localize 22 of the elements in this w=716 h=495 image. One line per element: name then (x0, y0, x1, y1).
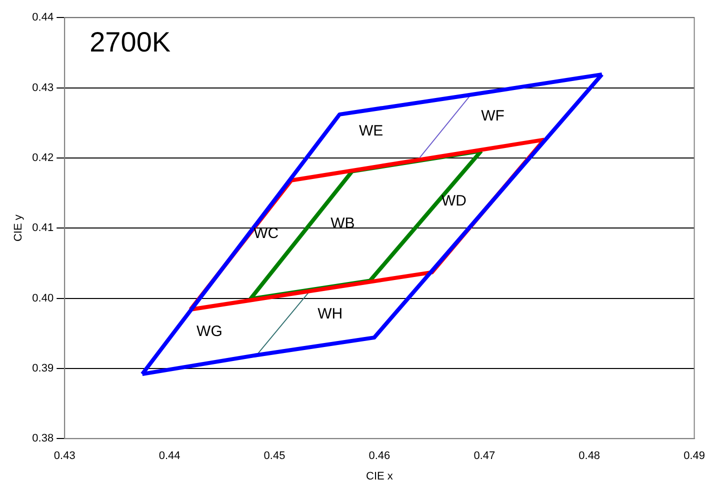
y-tick-label: 0.41 (32, 222, 54, 234)
y-tick-label: 0.38 (32, 432, 54, 445)
annotation: WG (196, 323, 222, 340)
y-tick-label: 0.42 (32, 152, 54, 164)
annotation: WE (358, 122, 384, 140)
x-axis-title: CIE x (366, 470, 394, 482)
annotation: WH (318, 306, 343, 323)
x-tick-label: 0.49 (684, 450, 706, 462)
y-tick-label: 0.44 (32, 12, 54, 24)
y-axis-title: CIE y (12, 214, 25, 242)
y-tick-label: 0.40 (32, 292, 54, 304)
y-tick-label: 0.39 (32, 362, 54, 374)
x-tick-label: 0.47 (474, 450, 496, 462)
x-tick-label: 0.43 (54, 450, 76, 462)
chart-title: 2700K (90, 26, 171, 58)
x-tick-label: 0.44 (158, 450, 180, 462)
x-tick-label: 0.46 (368, 450, 390, 462)
y-tick-label: 0.43 (32, 82, 54, 94)
annotation: WD (441, 192, 467, 210)
x-tick-label: 0.45 (264, 450, 286, 462)
annotation: WF (481, 108, 504, 125)
x-tick-label: 0.48 (578, 450, 600, 462)
